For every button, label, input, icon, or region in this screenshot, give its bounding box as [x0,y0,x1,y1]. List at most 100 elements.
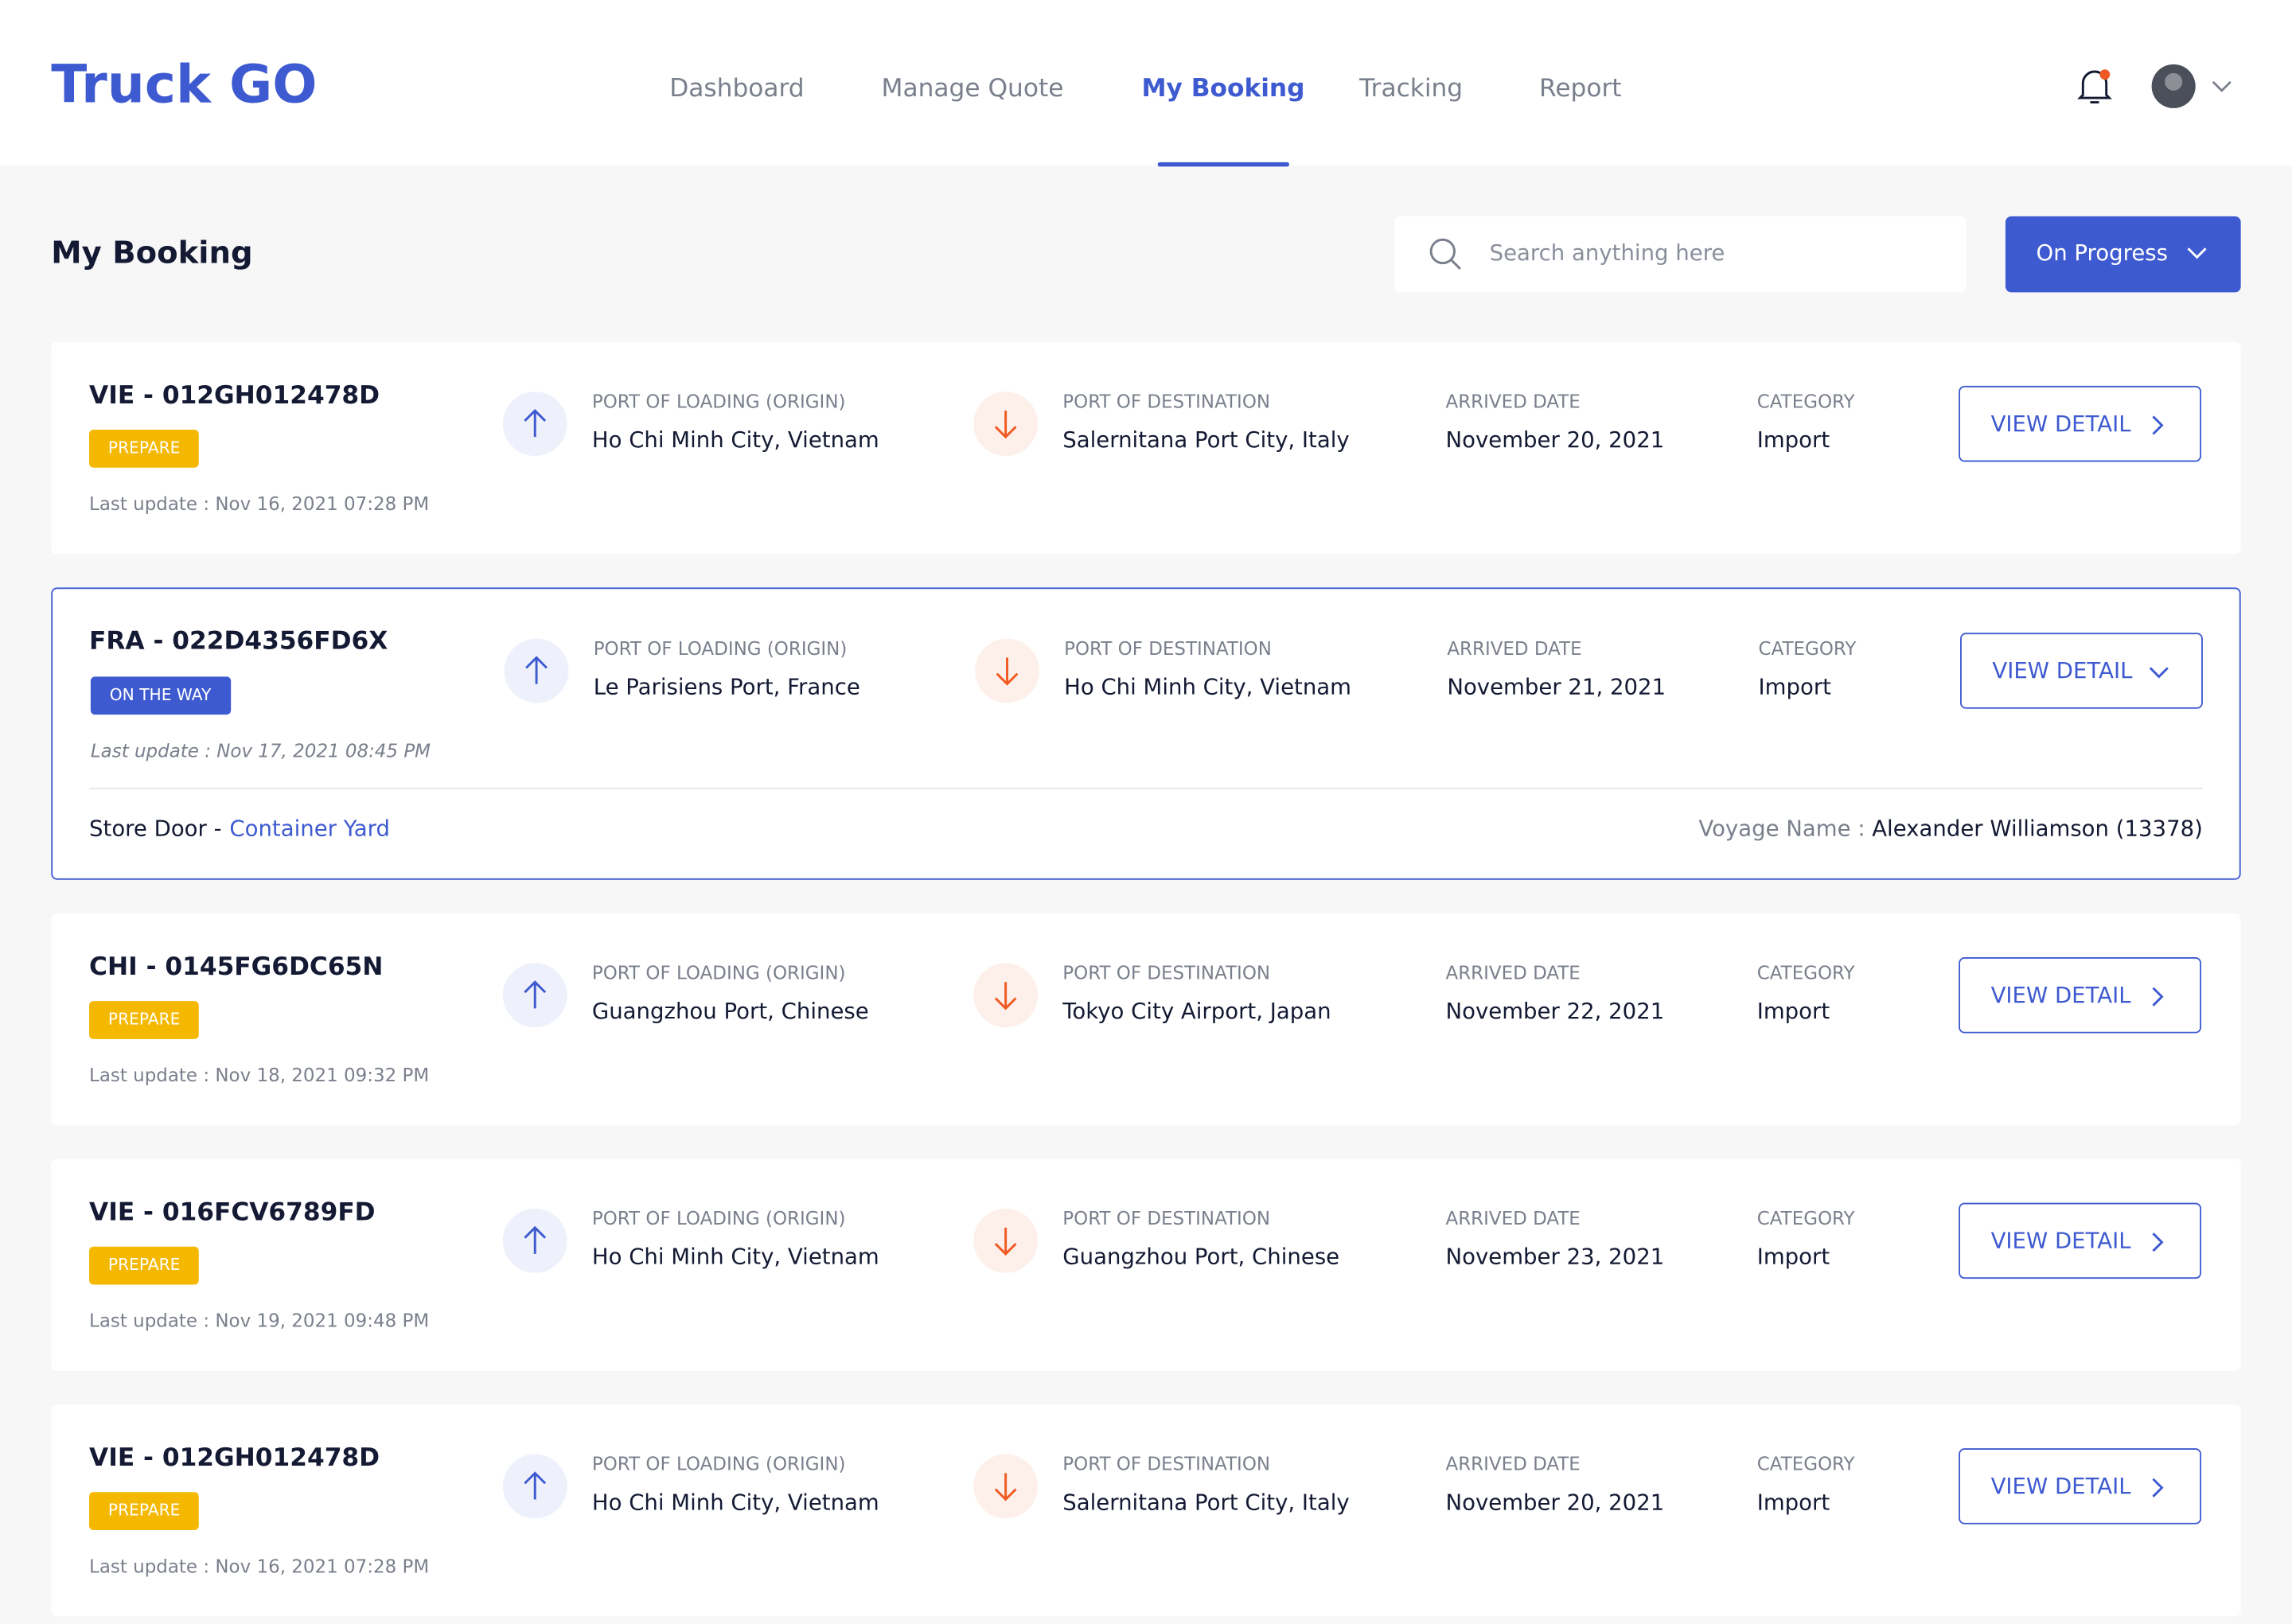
booking-id: VIE - 012GH012478D [89,1443,380,1474]
arrow [524,1471,547,1500]
nav-item[interactable]: Tracking [1359,74,1464,104]
button-label: VIEW DETAIL [1992,657,2133,684]
last-update: Last update : Nov 18, 2021 09:32 PM [89,1064,430,1086]
avatar[interactable] [2150,63,2238,110]
status-badge: PREPARE [89,429,200,468]
category-label: CATEGORY [1756,390,1855,412]
arrived-value: November 20, 2021 [1445,426,1665,454]
arrived-label: ARRIVED DATE [1445,1452,1581,1475]
view-detail-button[interactable]: VIEW DETAIL [1959,1448,2202,1525]
arrived-value: November 20, 2021 [1445,1489,1665,1516]
last-update: Last update : Nov 19, 2021 09:48 PM [89,1309,430,1332]
button-label: VIEW DETAIL [1990,1227,2131,1254]
destination-icon [973,1208,1039,1273]
arrow [994,411,1017,439]
button-label: VIEW DETAIL [1990,982,2131,1009]
search-box[interactable]: Search anything here [1394,216,1967,293]
notification-icon[interactable] [2076,66,2114,107]
destination-label: PORT OF DESTINATION [1062,961,1271,984]
chevron [2149,667,2169,679]
booking-card: CHI - 0145FG6DC65N PREPARE Last update : N… [51,913,2241,1126]
chevron [2152,415,2164,435]
view-detail-button[interactable]: VIEW DETAIL [1959,385,2202,462]
origin-icon [502,1454,567,1519]
status-badge: PREPARE [89,1492,200,1531]
arrow [525,656,548,684]
destination-value: Salernitana Port City, Italy [1062,426,1350,454]
category-value: Import [1756,1489,1830,1516]
category-label: CATEGORY [1756,1452,1855,1475]
last-update: Last update : Nov 16, 2021 07:28 PM [89,1555,430,1577]
button-label: VIEW DETAIL [1990,1473,2131,1500]
chevron [2152,1478,2164,1497]
origin-value: Le Parisiens Port, France [593,673,860,700]
status-badge: ON THE WAY [90,676,231,715]
destination-icon [973,391,1039,457]
category-value: Import [1756,998,1830,1025]
logo[interactable]: Truck GO [51,55,318,116]
origin-value: Ho Chi Minh City, Vietnam [591,1489,879,1516]
destination-icon [975,638,1039,703]
view-detail-button[interactable]: VIEW DETAIL [1959,957,2202,1034]
origin-label: PORT OF LOADING (ORIGIN) [591,1207,846,1229]
arrow [996,657,1019,686]
nav-item[interactable]: My Booking [1141,74,1305,104]
top-bar: Truck GO Dashboard Manage Quote My Booking… [0,0,2292,167]
category-value: Import [1758,673,1832,700]
category-value: Import [1756,1244,1830,1271]
active-indicator [1157,162,1289,167]
chevron [2152,987,2164,1007]
store-door: Store Door - [89,815,222,842]
origin-label: PORT OF LOADING (ORIGIN) [591,961,846,984]
voyage-name: Alexander Williamson (13378) [1872,815,2203,842]
destination-value: Ho Chi Minh City, Vietnam [1064,673,1352,700]
arrow [994,1227,1017,1256]
view-detail-button[interactable]: VIEW DETAIL [1959,1202,2202,1279]
divider [89,787,2203,789]
arrow [524,409,547,438]
chevron [2187,247,2207,259]
booking-id: VIE - 012GH012478D [89,381,380,411]
container-yard[interactable]: Container Yard [229,815,391,842]
destination-label: PORT OF DESTINATION [1062,1452,1271,1475]
origin-value: Ho Chi Minh City, Vietnam [591,1244,879,1271]
arrow [524,1225,547,1254]
status-filter[interactable]: On Progress [2005,216,2241,293]
arrived-label: ARRIVED DATE [1445,390,1581,412]
origin-value: Guangzhou Port, Chinese [591,998,869,1025]
booking-id: CHI - 0145FG6DC65N [89,952,384,983]
nav-item[interactable]: Report [1539,74,1622,104]
arrived-label: ARRIVED DATE [1445,961,1581,984]
search-icon [1429,238,1461,270]
arrived-value: November 21, 2021 [1447,673,1666,700]
origin-label: PORT OF LOADING (ORIGIN) [591,390,846,412]
page-title: My Booking [51,235,253,271]
destination-value: Tokyo City Airport, Japan [1062,998,1331,1025]
nav-item[interactable]: Dashboard [669,74,805,104]
category-label: CATEGORY [1756,961,1855,984]
category-value: Import [1756,426,1830,454]
origin-label: PORT OF LOADING (ORIGIN) [591,1452,846,1475]
nav-item[interactable]: Manage Quote [881,74,1064,104]
arrived-value: November 22, 2021 [1445,998,1665,1025]
destination-label: PORT OF DESTINATION [1064,637,1272,660]
booking-card: FRA - 022D4356FD6X ON THE WAY Last update … [51,587,2241,880]
button-label: VIEW DETAIL [1990,411,2131,438]
origin-icon [502,963,567,1028]
origin-label: PORT OF LOADING (ORIGIN) [593,637,848,660]
destination-icon [973,1454,1039,1519]
booking-card: VIE - 016FCV6789FD PREPARE Last update : N… [51,1159,2241,1371]
last-update: Last update : Nov 16, 2021 07:28 PM [89,492,430,515]
origin-icon [504,638,569,703]
destination-label: PORT OF DESTINATION [1062,390,1271,412]
view-detail-button[interactable]: VIEW DETAIL [1960,633,2203,709]
origin-icon [502,391,567,457]
status-badge: PREPARE [89,1246,200,1285]
voyage-label: Voyage Name : [1698,815,1865,842]
arrow [994,982,1017,1011]
chevron [2152,1233,2164,1252]
category-label: CATEGORY [1756,1207,1855,1229]
destination-value: Salernitana Port City, Italy [1062,1489,1350,1516]
